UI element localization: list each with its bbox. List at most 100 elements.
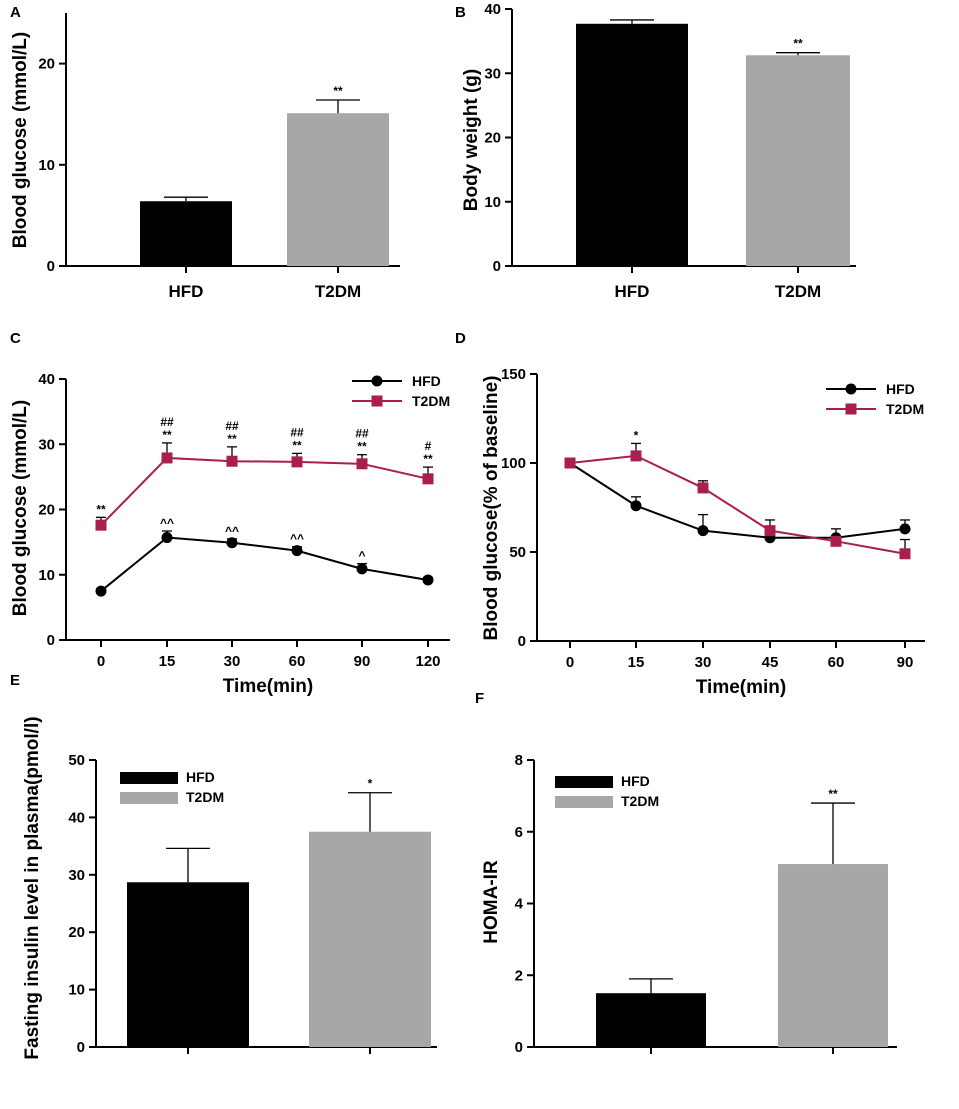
A-significance-label: ** [333,84,343,98]
B-x-tick-label: T2DM [775,282,821,301]
C-x-tick-label: 30 [224,653,241,670]
C-y-tick-label: 30 [38,436,55,453]
A-y-tick-label: 10 [38,157,55,174]
D-point-t2dm [830,535,842,547]
F-legend-label: T2DM [621,793,659,809]
C-annotation: ^ [358,549,365,563]
F-bar-hfd [596,993,706,1047]
A-y-tick-label: 20 [38,56,55,73]
B-panel-letter: B [455,4,466,21]
D-y-axis-title: Blood glucose(% of baseline) [481,376,502,641]
E-panel-letter: E [10,672,20,689]
E-legend-label: T2DM [186,789,224,805]
C-annotation-2: ## [225,419,239,433]
C-y-axis-title: Blood glucose (mmol/L) [10,400,31,616]
D-annotation: * [634,428,639,442]
D-x-tick-label: 30 [695,654,712,671]
F-y-tick-label: 6 [515,824,523,841]
C-point-t2dm [95,519,107,531]
C-annotation-2: ## [290,425,304,439]
D-x-tick-label: 90 [897,654,914,671]
D-x-axis-title: Time(min) [696,677,786,698]
C-point-t2dm [226,455,238,467]
D-legend-label: T2DM [886,401,924,417]
C-legend-label: T2DM [412,393,450,409]
B-bar-t2dm [746,55,850,267]
A-x-tick-label: HFD [169,282,204,301]
C-point-hfd [161,532,173,544]
C-point-t2dm [422,473,434,485]
B-y-tick-label: 0 [493,258,501,275]
F-legend-label: HFD [621,773,650,789]
C-annotation: ** [357,440,367,454]
C-annotation: ** [227,432,237,446]
B-y-tick-label: 10 [484,194,501,211]
C-x-tick-label: 60 [289,653,306,670]
C-annotation: ** [162,428,172,442]
D-point-hfd [630,500,642,512]
F-panel-letter: F [475,690,484,707]
E-y-tick-label: 30 [68,867,85,884]
C-annotation-2: ## [160,415,174,429]
C-annotation: ^^ [225,524,239,538]
D-x-tick-label: 15 [628,654,645,671]
C-series-line-hfd [100,536,429,592]
A-x-tick-label: T2DM [315,282,361,301]
D-point-hfd [697,525,709,537]
E-significance-label: * [368,777,373,791]
F-y-tick-label: 2 [515,967,523,984]
F-y-tick-label: 8 [515,752,523,769]
D-x-tick-label: 0 [566,654,574,671]
C-point-hfd [226,537,238,549]
F-significance-label: ** [828,787,838,801]
B-bar-hfd [576,23,688,267]
C-legend-label: HFD [412,373,441,389]
D-x-tick-label: 45 [762,654,779,671]
A-panel-letter: A [10,4,21,21]
C-legend-marker-hfd [371,375,383,387]
C-point-t2dm [161,452,173,464]
D-series-line-hfd [569,462,906,539]
B-y-tick-label: 40 [484,1,501,18]
C-series-line-t2dm [100,456,429,526]
E-legend-swatch-hfd [120,772,178,784]
D-point-t2dm [764,525,776,537]
B-y-axis-title: Body weight (g) [461,69,482,211]
C-x-tick-label: 15 [159,653,176,670]
D-legend-marker-t2dm [845,403,857,415]
D-panel-letter: D [455,330,466,347]
C-annotation: ** [96,502,106,516]
E-y-axis-title: Fasting insulin level in plasma(pmol/l) [22,716,43,1059]
E-bar-t2dm [309,831,431,1047]
C-point-hfd [422,574,434,586]
E-y-tick-label: 50 [68,752,85,769]
B-significance-label: ** [793,37,803,51]
D-point-t2dm [630,450,642,462]
D-legend-label: HFD [886,381,915,397]
E-y-tick-label: 0 [77,1039,85,1056]
C-point-t2dm [291,456,303,468]
C-point-hfd [356,563,368,575]
F-legend-swatch-hfd [555,776,613,788]
C-x-tick-label: 0 [97,653,105,670]
C-x-tick-label: 90 [354,653,371,670]
E-bar-hfd [127,882,249,1047]
D-point-t2dm [564,457,576,469]
A-y-axis-title: Blood glucose (mmol/L) [10,32,31,248]
D-x-tick-label: 60 [828,654,845,671]
C-point-t2dm [356,458,368,470]
C-annotation-2: ## [355,427,369,441]
C-x-axis-title: Time(min) [223,676,313,697]
C-y-tick-label: 40 [38,371,55,388]
C-annotation: ^^ [290,532,304,546]
D-point-t2dm [899,548,911,560]
B-x-tick-label: HFD [615,282,650,301]
F-bar-t2dm [778,864,888,1047]
D-y-tick-label: 0 [518,633,526,650]
C-x-tick-label: 120 [415,653,440,670]
A-y-tick-label: 0 [47,258,55,275]
D-y-tick-label: 100 [501,455,526,472]
C-legend-marker-t2dm [371,395,383,407]
C-point-hfd [291,545,303,557]
